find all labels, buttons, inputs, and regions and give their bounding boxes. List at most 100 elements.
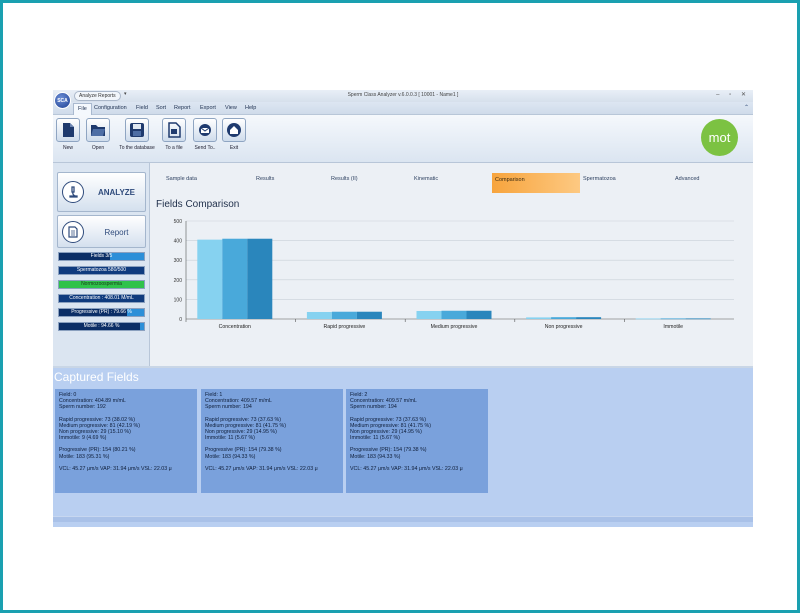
folder-open-icon <box>86 118 110 142</box>
field-card-line: Motile: 183 (94.33 %) <box>205 453 256 460</box>
tab-kinematic[interactable]: Kinematic <box>414 176 439 182</box>
bar <box>222 238 248 319</box>
analyze-label: ANALYZE <box>97 188 136 197</box>
field-card-line: Field: 0 <box>59 392 77 398</box>
ribbon-collapse-icon[interactable]: ⌃ <box>743 105 749 111</box>
quick-access-tab[interactable]: Analyze Reports <box>74 91 121 101</box>
bar <box>635 318 661 320</box>
menu-field[interactable]: Field <box>136 105 148 111</box>
save-disk-icon <box>125 118 149 142</box>
field-card-line: VCL: 45.27 μm/s VAP: 31.94 μm/s VSL: 22.… <box>59 465 172 472</box>
menu-report[interactable]: Report <box>174 105 191 111</box>
save-to-database-label: To the database <box>119 145 155 151</box>
new-document-icon <box>56 118 80 142</box>
open-button[interactable]: Open <box>86 118 110 158</box>
stat-concentration-text: Concentration : 408.01 M/mL <box>69 295 134 301</box>
main-content: Sample data Results Results (II) Kinemat… <box>150 163 753 366</box>
bar <box>576 317 602 319</box>
app-window: Analyze Reports ▾ Sperm Class Analyzer v… <box>53 90 753 527</box>
y-tick-label: 200 <box>174 278 183 284</box>
tab-comparison[interactable]: Comparison <box>492 173 580 193</box>
x-category-label: Medium progressive <box>431 324 478 330</box>
tab-sample-data[interactable]: Sample data <box>166 176 197 182</box>
menu-view[interactable]: View <box>225 105 237 111</box>
tab-advanced[interactable]: Advanced <box>675 176 700 182</box>
app-logo[interactable]: SCA <box>54 92 71 109</box>
save-to-database-button[interactable]: To the database <box>116 118 158 158</box>
stat-fields-text: Fields 3/5 <box>90 253 113 259</box>
field-card-line: Progressive (PR): 154 (79.38 %) <box>205 447 282 454</box>
field-card-line: Concentration: 409.57 m/mL <box>205 398 272 405</box>
x-category-label: Immotile <box>663 324 683 330</box>
tab-results-ii[interactable]: Results (II) <box>331 176 358 182</box>
field-card-line: Concentration: 409.57 m/mL <box>350 398 417 405</box>
exit-button[interactable]: Exit <box>222 118 246 158</box>
new-label: New <box>62 145 73 151</box>
menu-file[interactable]: File <box>73 103 92 115</box>
tab-results[interactable]: Results <box>256 176 275 182</box>
stat-spermatozoa: Spermatozoa 580/500 <box>58 266 145 275</box>
quick-access-dropdown-icon[interactable]: ▾ <box>124 91 127 97</box>
save-to-file-button[interactable]: To a file <box>162 118 186 158</box>
field-card-line: Rapid progressive: 73 (38.02 %) <box>59 416 135 423</box>
field-card-line: VCL: 45.27 μm/s VAP: 31.94 μm/s VSL: 22.… <box>350 465 463 472</box>
panel-splitter[interactable] <box>53 366 753 368</box>
stat-progressive: Progressive (PR) : 79.66 % <box>58 308 145 317</box>
stat-fields: Fields 3/5 <box>58 252 145 261</box>
bar <box>685 318 711 320</box>
menu-sort[interactable]: Sort <box>156 105 167 111</box>
field-card-line: Immotile: 11 (5.67 %) <box>350 435 400 442</box>
stat-normozoospermia-text: Normozoospermia <box>81 281 122 287</box>
window-controls[interactable]: – ▫ ✕ <box>716 92 750 98</box>
open-label: Open <box>91 145 105 151</box>
field-card-line: Progressive (PR): 154 (79.38 %) <box>350 447 427 454</box>
title-bar: Analyze Reports ▾ Sperm Class Analyzer v… <box>53 90 753 102</box>
home-exit-icon <box>222 118 246 142</box>
stat-spermatozoa-text: Spermatozoa 580/500 <box>76 267 127 273</box>
send-mail-icon <box>193 118 217 142</box>
stat-motile: Motile : 94.66 % <box>58 322 145 331</box>
x-category-label: Rapid progressive <box>323 324 365 330</box>
report-label: Report <box>104 228 129 237</box>
field-card-line: Sperm number: 192 <box>59 404 106 411</box>
field-card-line: VCL: 45.27 μm/s VAP: 31.94 μm/s VSL: 22.… <box>205 465 318 472</box>
send-to-button[interactable]: Send To.. <box>192 118 218 158</box>
field-card-1[interactable]: Field: 1 Concentration: 409.57 m/mL Sperm … <box>201 389 343 493</box>
y-tick-label: 500 <box>174 219 183 225</box>
menu-bar: File Configuration Field Sort Report Exp… <box>53 102 753 115</box>
fields-comparison-chart: 0 100 200 300 400 500 Concentration Rapid progr… <box>174 219 734 330</box>
stat-progressive-text: Progressive (PR) : 79.66 % <box>71 309 132 315</box>
left-panel: ANALYZE Report Fields 3/5 Spermatozoa 58… <box>53 163 150 366</box>
bar <box>197 239 223 319</box>
microscope-icon <box>62 181 84 203</box>
field-card-line: Medium progressive: 81 (42.19 %) <box>59 422 140 429</box>
menu-help[interactable]: Help <box>245 105 257 111</box>
bar <box>306 311 332 319</box>
analyze-button[interactable]: ANALYZE <box>57 172 146 212</box>
stat-normozoospermia: Normozoospermia <box>58 280 145 289</box>
y-tick-label: 300 <box>174 258 183 264</box>
bar <box>441 310 467 319</box>
field-card-line: Motile: 183 (94.33 %) <box>350 453 401 460</box>
send-to-label: Send To.. <box>194 145 216 151</box>
field-card-2[interactable]: Field: 2 Concentration: 409.57 m/mL Sperm … <box>346 389 488 493</box>
field-card-line: Rapid progressive: 73 (37.63 %) <box>205 416 281 423</box>
save-to-file-label: To a file <box>165 145 183 151</box>
menu-export[interactable]: Export <box>200 105 216 111</box>
bar <box>331 311 357 319</box>
tab-spermatozoa[interactable]: Spermatozoa <box>583 176 616 182</box>
field-card-line: Non progressive: 29 (15.10 %) <box>59 429 131 436</box>
field-card-0[interactable]: Field: 0 Concentration: 404.89 m/mL Sperm … <box>55 389 197 493</box>
menu-configuration[interactable]: Configuration <box>94 105 127 111</box>
report-button[interactable]: Report <box>57 215 146 248</box>
field-card-line: Rapid progressive: 73 (37.63 %) <box>350 416 426 423</box>
new-button[interactable]: New <box>56 118 80 158</box>
field-card-line: Motile: 183 (95.31 %) <box>59 453 110 460</box>
bar <box>526 317 552 319</box>
field-card-line: Immotile: 11 (5.67 %) <box>205 435 255 442</box>
field-card-line: Sperm number: 194 <box>205 404 252 411</box>
bar <box>466 310 492 319</box>
bar <box>247 238 273 319</box>
bar <box>416 310 442 319</box>
field-card-line: Immotile: 9 (4.69 %) <box>59 435 107 442</box>
